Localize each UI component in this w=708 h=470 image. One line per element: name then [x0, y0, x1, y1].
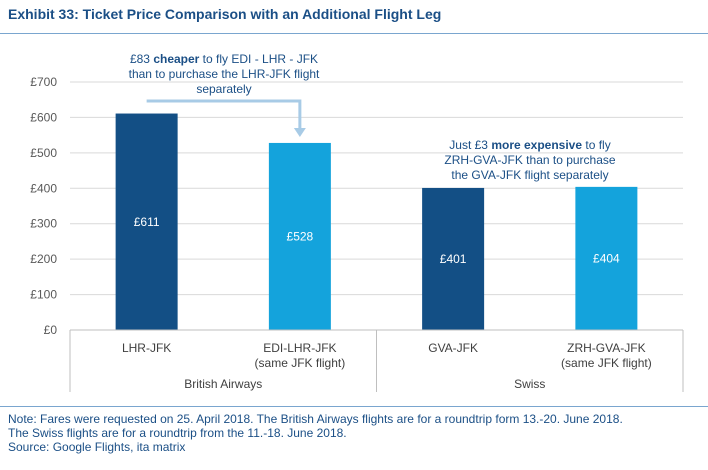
y-tick-label: £200	[30, 252, 57, 266]
x-tick-label: (same JFK flight)	[255, 356, 346, 370]
x-tick-label: LHR-JFK	[122, 341, 171, 355]
bottom-rule	[0, 406, 708, 407]
x-tick-label: ZRH-GVA-JFK	[567, 341, 645, 355]
y-tick-label: £100	[30, 288, 57, 302]
y-tick-label: £0	[44, 323, 58, 337]
annotation-text: the GVA-JFK flight separately	[451, 168, 608, 182]
bar-value-label: £528	[287, 229, 314, 243]
x-tick-label: GVA-JFK	[428, 341, 478, 355]
chart-title: Exhibit 33: Ticket Price Comparison with…	[8, 6, 442, 22]
annotation-text: £83 cheaper to fly EDI - LHR - JFK	[130, 52, 318, 66]
annotation-text: ZRH-GVA-JFK than to purchase	[444, 153, 615, 167]
top-rule	[0, 33, 708, 34]
note-line-swiss: The Swiss flights are for a roundtrip fr…	[8, 426, 347, 440]
bar-value-label: £401	[440, 252, 467, 266]
bar	[115, 113, 178, 330]
y-tick-label: £300	[30, 217, 57, 231]
y-tick-label: £400	[30, 181, 57, 195]
annotation-text: than to purchase the LHR-JFK flight	[129, 67, 320, 81]
annotation-text: Just £3 more expensive to fly	[449, 138, 610, 152]
note-line-fares: Note: Fares were requested on 25. April …	[8, 412, 623, 426]
footnote: Note: Fares were requested on 25. April …	[8, 412, 706, 454]
annotation-connector	[146, 99, 302, 128]
note-line-source: Source: Google Flights, ita matrix	[8, 440, 186, 454]
y-tick-label: £600	[30, 110, 57, 124]
group-label: British Airways	[184, 377, 262, 391]
bar	[575, 186, 638, 330]
y-tick-label: £500	[30, 146, 57, 160]
bar-value-label: £611	[134, 215, 160, 229]
x-tick-label: EDI-LHR-JFK	[263, 341, 336, 355]
bar	[422, 187, 485, 330]
bar-chart: £0 £100 £200 £300 £400 £500 £600 £700 £611 LHR-JF…	[30, 52, 684, 392]
bar-value-label: £404	[593, 251, 620, 265]
x-tick-label: (same JFK flight)	[561, 356, 652, 370]
bar	[268, 142, 331, 330]
arrow-head-icon	[293, 128, 306, 137]
group-label: Swiss	[514, 377, 545, 391]
annotation-text: separately	[196, 82, 251, 96]
y-tick-label: £700	[30, 75, 57, 89]
